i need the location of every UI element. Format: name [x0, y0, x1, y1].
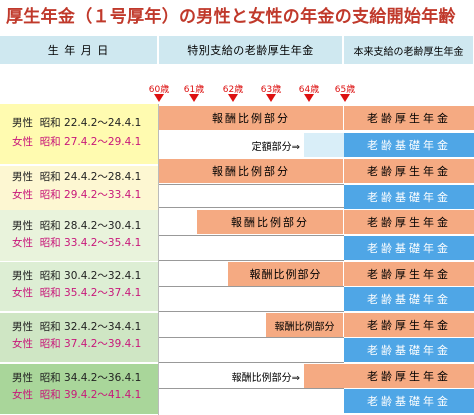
birth-range: 28.4.2～30.4.1	[64, 220, 142, 232]
row-6-earnings-related-text: 報酬比例部分⇒	[231, 372, 300, 384]
row-1-female: 女性 昭和 27.4.2～29.4.1	[12, 134, 141, 151]
female-label: 女性	[12, 136, 33, 148]
era-label: 昭和	[39, 338, 61, 350]
row-4-birthdate: 男性 昭和 30.4.2～32.4.1 女性 昭和 35.4.2～37.4.1	[0, 262, 158, 312]
row-1-earnings-related-bar: 報酬比例部分	[159, 106, 343, 130]
era-label: 昭和	[39, 237, 61, 249]
birth-range: 35.4.2～37.4.1	[64, 287, 142, 299]
birth-range: 24.4.2～28.4.1	[64, 171, 142, 183]
female-label: 女性	[12, 287, 33, 299]
era-label: 昭和	[39, 136, 61, 148]
era-label: 昭和	[39, 117, 61, 129]
row-4-male: 男性 昭和 30.4.2～32.4.1	[12, 268, 141, 285]
female-label: 女性	[12, 189, 33, 201]
row-2-empty-line	[159, 184, 344, 208]
row-5-old-age-pension: 老齢厚生年金	[344, 313, 474, 337]
row-3-empty-line	[159, 235, 344, 261]
birth-range: 39.4.2～41.4.1	[64, 389, 142, 401]
arrow-down-icon	[189, 94, 199, 102]
era-label: 昭和	[39, 389, 61, 401]
male-label: 男性	[12, 270, 33, 282]
row-6-earnings-related-bar	[304, 364, 344, 388]
row-1-birthdate: 男性 昭和 22.4.2～24.4.1 女性 昭和 27.4.2～29.4.1	[0, 104, 158, 165]
row-6-empty-line	[159, 388, 344, 414]
row-5-birthdate: 男性 昭和 32.4.2～34.4.1 女性 昭和 37.4.2～39.4.1	[0, 313, 158, 363]
row-4-empty-line	[159, 286, 344, 312]
row-3-male: 男性 昭和 28.4.2～30.4.1	[12, 218, 141, 235]
female-label: 女性	[12, 237, 33, 249]
row-3-basic-pension: 老齢基礎年金	[344, 236, 474, 260]
row-3-old-age-pension: 老齢厚生年金	[344, 210, 474, 234]
birth-range: 37.4.2～39.4.1	[64, 338, 142, 350]
row-5-earnings-related-bar: 報酬比例部分	[266, 313, 343, 337]
era-label: 昭和	[39, 270, 61, 282]
age-label-61: 61歳	[183, 85, 205, 95]
row-2-earnings-related-bar: 報酬比例部分	[159, 159, 343, 183]
age-label-62: 62歳	[222, 85, 244, 95]
arrow-down-icon	[304, 94, 314, 102]
row-2-basic-pension: 老齢基礎年金	[344, 185, 474, 209]
male-label: 男性	[12, 171, 33, 183]
birth-range: 33.4.2～35.4.1	[64, 237, 142, 249]
arrow-down-icon	[266, 94, 276, 102]
male-label: 男性	[12, 220, 33, 232]
arrow-down-icon	[154, 94, 164, 102]
female-label: 女性	[12, 389, 33, 401]
row-2-male: 男性 昭和 24.4.2～28.4.1	[12, 169, 141, 186]
row-1-male: 男性 昭和 22.4.2～24.4.1	[12, 115, 141, 132]
row-5-basic-pension: 老齢基礎年金	[344, 338, 474, 362]
header-special-pension: 特別支給の老齢厚生年金	[159, 36, 343, 64]
row-4-female: 女性 昭和 35.4.2～37.4.1	[12, 285, 141, 302]
row-3-female: 女性 昭和 33.4.2～35.4.1	[12, 235, 141, 252]
row-1-flat-rate-text: 定額部分⇒	[251, 141, 300, 153]
birth-range: 34.4.2～36.4.1	[64, 372, 142, 384]
row-1-basic-pension: 老齢基礎年金	[344, 133, 474, 157]
era-label: 昭和	[39, 171, 61, 183]
birth-range: 27.4.2～29.4.1	[64, 136, 142, 148]
row-6-female: 女性 昭和 39.4.2～41.4.1	[12, 387, 141, 404]
era-label: 昭和	[39, 189, 61, 201]
era-label: 昭和	[39, 372, 61, 384]
birth-range: 32.4.2～34.4.1	[64, 321, 142, 333]
row-5-empty-line	[159, 337, 344, 363]
age-label-65: 65歳	[334, 85, 356, 95]
male-label: 男性	[12, 372, 33, 384]
row-4-basic-pension: 老齢基礎年金	[344, 287, 474, 311]
row-4-earnings-related-bar: 報酬比例部分	[228, 262, 343, 286]
male-label: 男性	[12, 321, 33, 333]
arrow-down-icon	[228, 94, 238, 102]
female-label: 女性	[12, 338, 33, 350]
row-6-birthdate: 男性 昭和 34.4.2～36.4.1 女性 昭和 39.4.2～41.4.1	[0, 364, 158, 415]
row-2-female: 女性 昭和 29.4.2～33.4.1	[12, 187, 141, 204]
header-birthdate: 生 年 月 日	[0, 36, 158, 64]
arrow-down-icon	[340, 94, 350, 102]
row-2-old-age-pension: 老齢厚生年金	[344, 159, 474, 183]
header-regular-pension: 本来支給の老齢厚生年金	[344, 36, 474, 64]
timeline-left-border	[158, 104, 159, 415]
row-3-earnings-related-bar: 報酬比例部分	[197, 210, 343, 234]
row-6-old-age-pension: 老齢厚生年金	[344, 364, 474, 388]
row-3-birthdate: 男性 昭和 28.4.2～30.4.1 女性 昭和 33.4.2～35.4.1	[0, 210, 158, 262]
era-label: 昭和	[39, 220, 61, 232]
birth-range: 22.4.2～24.4.1	[64, 117, 142, 129]
age-label-64: 64歳	[298, 85, 320, 95]
row-5-female: 女性 昭和 37.4.2～39.4.1	[12, 336, 141, 353]
birth-range: 30.4.2～32.4.1	[64, 270, 142, 282]
age-label-60: 60歳	[148, 85, 170, 95]
row-6-male: 男性 昭和 34.4.2～36.4.1	[12, 370, 141, 387]
age-label-63: 63歳	[260, 85, 282, 95]
row-1-old-age-pension: 老齢厚生年金	[344, 106, 474, 130]
row-6-basic-pension: 老齢基礎年金	[344, 389, 474, 413]
male-label: 男性	[12, 117, 33, 129]
row-5-male: 男性 昭和 32.4.2～34.4.1	[12, 319, 141, 336]
row-4-old-age-pension: 老齢厚生年金	[344, 262, 474, 286]
page-title: 厚生年金（１号厚年）の男性と女性の年金の支給開始年齢	[6, 7, 456, 27]
birth-range: 29.4.2～33.4.1	[64, 189, 142, 201]
era-label: 昭和	[39, 287, 61, 299]
row-1-flat-rate-bar	[304, 133, 344, 157]
era-label: 昭和	[39, 321, 61, 333]
